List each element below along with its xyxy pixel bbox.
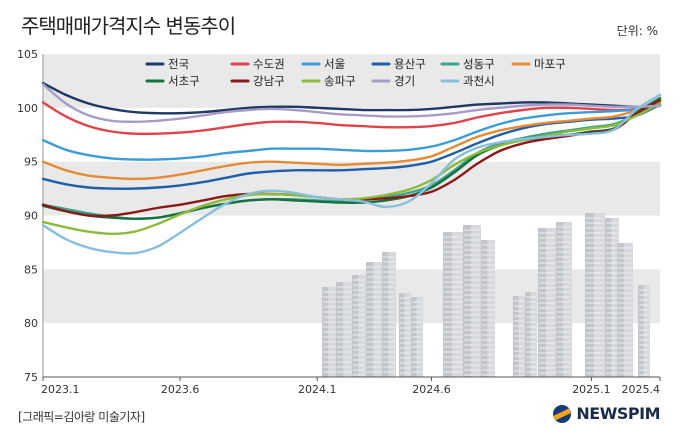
x-tick-label: 2024.1 xyxy=(298,383,337,396)
legend-item: 경기 xyxy=(371,74,415,88)
newspim-logo-icon xyxy=(553,404,572,423)
building xyxy=(443,232,463,377)
building xyxy=(638,285,650,377)
building-shade xyxy=(525,292,531,377)
building xyxy=(538,228,556,377)
y-tick-label: 80 xyxy=(24,317,38,330)
series-line-수도권 xyxy=(41,101,662,136)
series-line-과천시 xyxy=(41,93,662,255)
building-shade xyxy=(352,275,359,377)
building xyxy=(605,218,619,377)
unit-label: 단위: % xyxy=(616,24,658,38)
legend-label: 서초구 xyxy=(168,74,200,88)
graphic-credit: [그래픽=김아랑 미술기자] xyxy=(18,410,145,424)
building xyxy=(352,275,366,377)
building-shade xyxy=(382,252,389,377)
building xyxy=(481,240,495,377)
building xyxy=(336,282,352,377)
building-shade xyxy=(336,282,344,377)
building-shade xyxy=(556,222,564,377)
building-shade xyxy=(585,213,594,377)
x-tick-label: 2023.6 xyxy=(161,383,200,396)
series-line-서울 xyxy=(41,100,662,161)
building-shade xyxy=(366,262,374,377)
y-tick-label: 95 xyxy=(24,156,38,169)
building xyxy=(556,222,572,377)
newspim-logo: NEWSPIM xyxy=(553,404,660,423)
x-tick-label: 2024.6 xyxy=(412,383,451,396)
legend-label: 성동구 xyxy=(463,57,495,71)
legend-item: 성동구 xyxy=(440,57,495,71)
building-shade xyxy=(399,293,405,377)
building xyxy=(366,262,382,377)
legend-label: 전국 xyxy=(168,57,189,71)
building-shade xyxy=(481,240,488,377)
brand-name: NEWSPIM xyxy=(576,404,660,423)
apartment-buildings-illustration xyxy=(322,213,650,377)
building xyxy=(617,243,633,377)
legend-label: 수도권 xyxy=(253,57,285,71)
series-line-마포구 xyxy=(41,100,662,181)
page-title: 주택매매가격지수 변동추이 xyxy=(21,14,236,38)
legend-item: 용산구 xyxy=(371,57,426,71)
legend-label: 강남구 xyxy=(253,74,285,88)
legend-item: 수도권 xyxy=(230,57,285,71)
building-shade xyxy=(638,285,644,377)
y-tick-label: 90 xyxy=(24,210,38,223)
legend-label: 송파구 xyxy=(324,74,356,88)
building xyxy=(382,252,396,377)
building xyxy=(513,296,525,377)
legend-label: 과천시 xyxy=(463,74,495,88)
legend-label: 용산구 xyxy=(394,57,426,71)
building xyxy=(525,292,537,377)
series-line-경기 xyxy=(41,82,662,123)
legend-item: 서초구 xyxy=(145,74,200,88)
y-tick-label: 105 xyxy=(17,48,38,61)
legend-label: 경기 xyxy=(394,74,415,88)
x-tick-label: 2023.1 xyxy=(41,383,80,396)
legend-item: 마포구 xyxy=(511,57,566,71)
x-tick-label: 2025.4 xyxy=(622,383,661,396)
building xyxy=(585,213,605,377)
building xyxy=(411,297,423,377)
x-tick-label: 2025.1 xyxy=(572,383,611,396)
building-shade xyxy=(463,225,472,377)
legend-item: 강남구 xyxy=(230,74,285,88)
series-line-전국 xyxy=(41,81,662,115)
legend-item: 과천시 xyxy=(440,74,495,88)
building xyxy=(322,287,336,377)
legend-label: 마포구 xyxy=(534,57,566,71)
y-tick-label: 75 xyxy=(24,371,38,384)
legend-item: 전국 xyxy=(145,57,189,71)
building-shade xyxy=(617,243,625,377)
building xyxy=(463,225,481,377)
y-tick-label: 85 xyxy=(24,263,38,276)
building-shade xyxy=(443,232,452,377)
building xyxy=(399,293,411,377)
legend-item: 서울 xyxy=(301,57,345,71)
legend-label: 서울 xyxy=(324,57,345,71)
legend-item: 송파구 xyxy=(301,74,356,88)
y-tick-label: 100 xyxy=(17,102,38,115)
